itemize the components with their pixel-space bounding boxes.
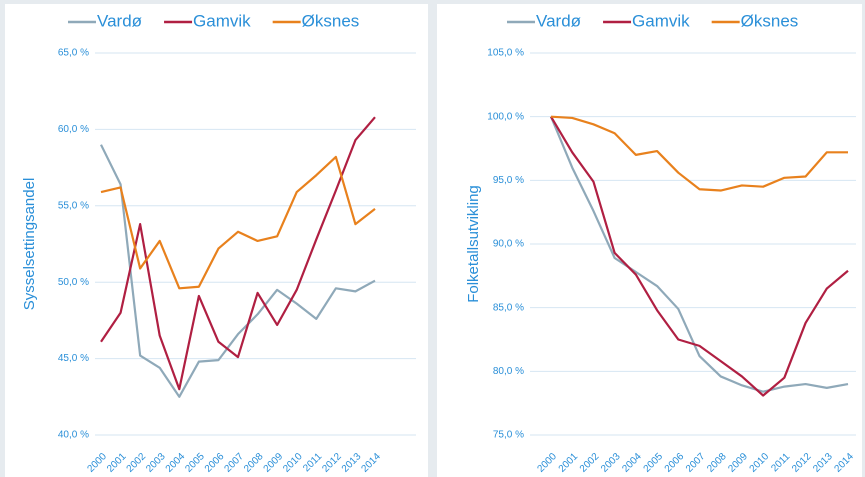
y-tick-label: 50,0 % [58,277,89,288]
y-tick-label: 75,0 % [493,430,524,441]
y-axis-label: Sysselsettingsandel [21,178,38,311]
legend-label: Gamvik [193,11,251,30]
series-line [100,155,376,290]
y-tick-label: 45,0 % [58,353,89,364]
y-axis-label: Folketallsutvikling [465,185,482,303]
series-line [549,116,849,393]
legend-label: Øksnes [302,11,360,30]
panel [5,4,428,477]
series-line [550,115,848,192]
y-tick-label: 100,0 % [487,111,524,122]
y-tick-label: 85,0 % [493,302,524,313]
y-tick-label: 60,0 % [58,124,89,135]
y-tick-label: 65,0 % [58,48,89,59]
y-tick-label: 105,0 % [487,48,524,59]
y-tick-label: 40,0 % [58,430,89,441]
y-tick-label: 55,0 % [58,200,89,211]
series-line [100,116,376,391]
y-tick-label: 90,0 % [493,239,524,250]
legend-label: Gamvik [632,11,690,30]
y-tick-label: 80,0 % [493,366,524,377]
legend-label: Øksnes [741,11,799,30]
legend-label: Vardø [536,11,581,30]
series-line [100,144,376,398]
series-line [550,116,849,397]
panel [437,4,862,477]
y-tick-label: 95,0 % [493,175,524,186]
legend-label: Vardø [97,11,142,30]
